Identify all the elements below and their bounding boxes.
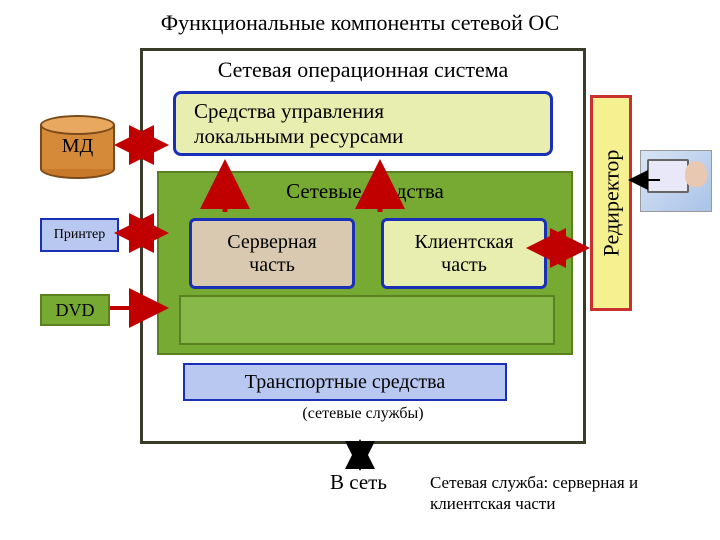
nos-title: Сетевая операционная система [143,57,583,83]
network-means-box: Сетевые средства Серверная часть Клиентс… [157,171,573,355]
client-part-label: Клиентская часть [415,231,514,277]
photo-placeholder [640,150,712,212]
transport-box: Транспортные средства [183,363,507,401]
to-network-label: В сеть [330,470,387,495]
os-frame: Сетевая операционная система Средства уп… [140,48,586,444]
services-label: (сетевые службы) [143,405,583,423]
md-label: МД [40,135,115,158]
caption-text: Сетевая служба: серверная и клиентская ч… [430,472,690,515]
page-title: Функциональные компоненты сетевой ОС [0,10,720,36]
dvd-label: DVD [56,300,95,321]
transport-label: Транспортные средства [245,371,445,394]
cyl-top [40,115,115,135]
server-part-label: Серверная часть [227,231,316,277]
green-inner-box [179,295,555,345]
dvd-box: DVD [40,294,110,326]
local-resources-label: Средства управления локальными ресурсами [194,99,403,147]
redirector-label: Редиректор [598,150,624,257]
printer-label: Принтер [54,227,105,243]
redirector-box: Редиректор [590,95,632,311]
network-means-label: Сетевые средства [159,179,571,204]
md-cylinder: МД [40,115,115,177]
local-resources-box: Средства управления локальными ресурсами [173,91,553,156]
printer-box: Принтер [40,218,119,252]
server-part-box: Серверная часть [189,218,355,289]
client-part-box: Клиентская часть [381,218,547,289]
